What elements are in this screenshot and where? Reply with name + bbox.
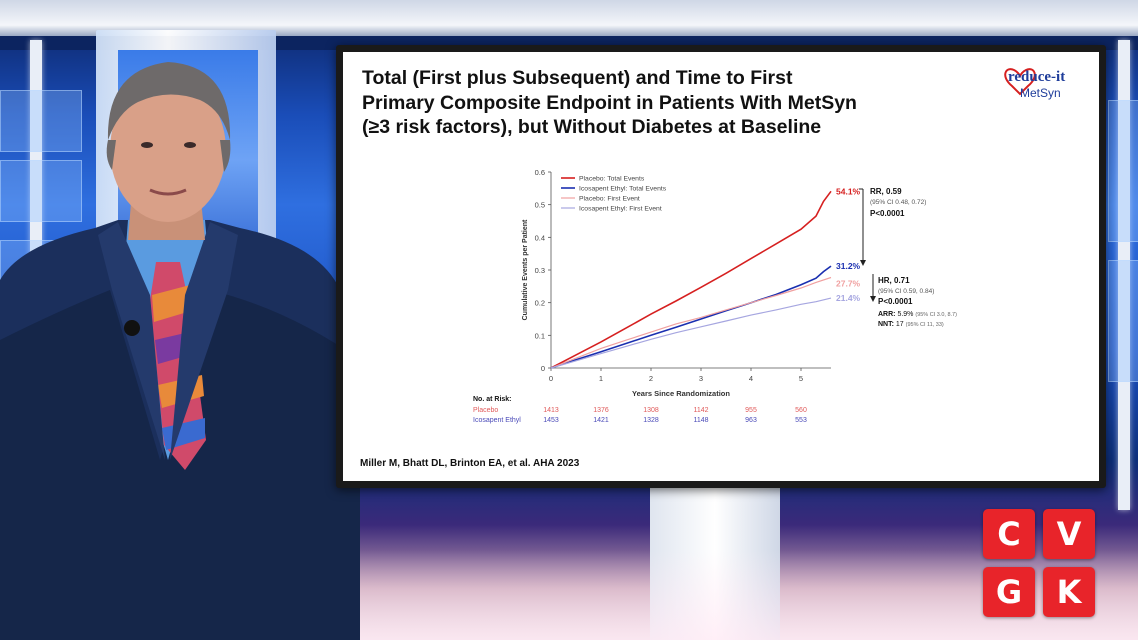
cvgk-letter: G: [983, 567, 1035, 617]
series-line: [550, 265, 832, 369]
x-tick-label: 3: [699, 374, 703, 383]
y-axis-label: Cumulative Events per Patient: [522, 219, 529, 320]
studio-light-column: [1118, 40, 1130, 510]
logo-brand: reduce-it: [1008, 69, 1066, 85]
risk-cell: 1308: [643, 407, 659, 414]
nnt-line: NNT: 17 (95% CI 11, 33): [878, 321, 944, 328]
risk-cell: 560: [795, 407, 807, 414]
presentation-slide: Total (First plus Subsequent) and Time t…: [343, 52, 1099, 481]
series-line: [550, 276, 832, 369]
series-end-label: 31.2%: [836, 261, 861, 271]
cvgk-letter: C: [983, 509, 1035, 559]
studio-panel: [1108, 260, 1138, 382]
series-line: [550, 190, 832, 369]
y-tick-label: 0: [541, 364, 545, 373]
y-tick-label: 0.3: [535, 266, 545, 275]
km-chart: 0 0.1 0.2 0.3 0.4 0.5 0.6 0 1 2 3 4 5 Years Since Ran…: [473, 168, 957, 424]
risk-table-header: No. at Risk:: [473, 396, 512, 403]
chart-series: [550, 190, 832, 369]
rr-arrow-icon: [860, 260, 866, 266]
x-tick-label: 1: [599, 374, 603, 383]
risk-cell: 955: [745, 407, 757, 414]
arr-line: ARR: 5.9% (95% CI 3.0, 8.7): [878, 311, 957, 318]
slide-title-line: (≥3 risk factors), but Without Diabetes …: [362, 116, 822, 138]
risk-row-label: Placebo: [473, 407, 498, 414]
risk-cell: 1453: [543, 417, 559, 424]
x-axis-label: Years Since Randomization: [632, 389, 730, 398]
series-line: [550, 297, 832, 369]
y-tick-label: 0.2: [535, 299, 545, 308]
slide-title-line: Primary Composite Endpoint in Patients W…: [362, 91, 857, 114]
arr-label: ARR:: [878, 311, 897, 318]
risk-table: No. at Risk: Placebo 1413 1376 1308 1142 955 56…: [473, 396, 807, 424]
risk-row-label: Icosapent Ethyl: [473, 417, 521, 424]
risk-cell: 1413: [543, 407, 559, 414]
nnt-ci: (95% CI 11, 33): [906, 322, 944, 328]
legend-label: Icosapent Ethyl: First Event: [579, 206, 662, 213]
slide-title: Total (First plus Subsequent) and Time t…: [362, 66, 962, 140]
risk-cell: 553: [795, 417, 807, 424]
chart-legend: Placebo: Total Events Icosapent Ethyl: To…: [561, 176, 667, 213]
x-tick-label: 5: [799, 374, 803, 383]
cvgk-logo: C V G K: [983, 509, 1097, 619]
chart-end-labels: 54.1% 31.2% 27.7% 21.4%: [836, 186, 861, 303]
series-end-label: 21.4%: [836, 293, 861, 303]
hr-p-value: P<0.0001: [878, 297, 913, 306]
risk-cell: 1376: [593, 407, 609, 414]
slide-citation: Miller M, Bhatt DL, Brinton EA, et al. A…: [360, 458, 580, 469]
logo-subtitle: MetSyn: [1020, 86, 1061, 100]
risk-cell: 963: [745, 417, 757, 424]
y-tick-label: 0.4: [535, 233, 545, 242]
nnt-label: NNT:: [878, 321, 896, 328]
chart-annotations: RR, 0.59 (95% CI 0.48, 0.72) P<0.0001 HR, 0…: [859, 187, 957, 328]
y-tick-label: 0.1: [535, 331, 545, 340]
risk-cell: 1328: [643, 417, 659, 424]
y-tick-label: 0.6: [535, 168, 545, 177]
rr-label: RR, 0.59: [870, 187, 902, 196]
series-end-label: 54.1%: [836, 186, 861, 196]
nnt-value: 17: [896, 321, 906, 328]
slide-title-line: Total (First plus Subsequent) and Time t…: [362, 67, 793, 89]
legend-label: Placebo: First Event: [579, 196, 640, 203]
risk-cell: 1142: [693, 407, 708, 414]
x-tick-label: 4: [749, 374, 753, 383]
legend-label: Placebo: Total Events: [579, 176, 645, 183]
studio-panel: [0, 160, 82, 222]
arr-ci: (95% CI 3.0, 8.7): [915, 312, 957, 318]
x-tick-label: 2: [649, 374, 653, 383]
studio-panel: [0, 90, 82, 152]
chart-axes: 0 0.1 0.2 0.3 0.4 0.5 0.6 0 1 2 3 4 5 Years Since Ran…: [522, 168, 831, 398]
legend-label: Icosapent Ethyl: Total Events: [579, 186, 667, 193]
x-tick-label: 0: [549, 374, 553, 383]
arr-value: 5.9%: [897, 311, 915, 318]
rr-ci: (95% CI 0.48, 0.72): [870, 199, 926, 206]
cvgk-letter: V: [1043, 509, 1095, 559]
risk-cell: 1148: [693, 417, 708, 424]
reduce-it-logo: reduce-it MetSyn: [998, 66, 1088, 106]
rr-p-value: P<0.0001: [870, 209, 905, 218]
studio-panel: [1108, 100, 1138, 242]
hr-arrow-icon: [870, 296, 876, 302]
risk-cell: 1421: [593, 417, 609, 424]
y-tick-label: 0.5: [535, 201, 545, 210]
hr-ci: (95% CI 0.59, 0.84): [878, 288, 934, 295]
series-end-label: 27.7%: [836, 279, 861, 289]
heart-logo-icon: [1004, 68, 1036, 96]
hr-label: HR, 0.71: [878, 276, 910, 285]
cvgk-letter: K: [1043, 567, 1095, 617]
presenter-figure: [0, 62, 360, 640]
